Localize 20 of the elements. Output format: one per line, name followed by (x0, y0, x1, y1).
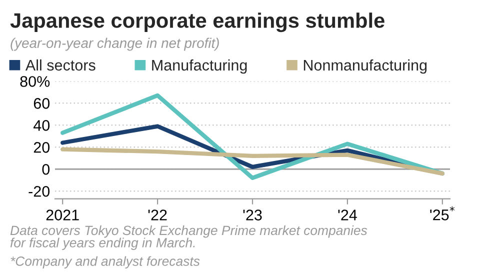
line-series (60, 147, 444, 176)
x-tick-label: 2021 (46, 210, 79, 220)
text: *Company and analyst forecasts (10, 256, 200, 268)
legend-label: Nonmanufacturing (304, 59, 427, 74)
line-series (60, 93, 444, 180)
y-tick-label: 40 (34, 120, 50, 131)
x-tick-label: '23 (243, 210, 262, 220)
text: Data covers Tokyo Stock Exchange Prime market companies for fiscal years ending in March. (10, 225, 368, 250)
x-tick-label: '25$^{*}$ (430, 206, 454, 220)
y-tick-label: -20 (28, 186, 50, 197)
y-tick-label: 80% (20, 76, 50, 87)
x-tick-label: '22 (148, 210, 167, 220)
y-tick-label: 60 (34, 98, 50, 109)
chart-title: Japanese corporate earnings stumble (10, 12, 384, 32)
legend-label: Manufacturing (152, 59, 247, 74)
x-tick-label: '24 (338, 210, 357, 220)
legend-label: All sectors (25, 59, 96, 71)
y-tick-label: 0 (42, 164, 50, 175)
y-tick-label: 20 (34, 142, 50, 153)
chart-subtitle: (year-on-year change in net profit) (10, 38, 219, 51)
